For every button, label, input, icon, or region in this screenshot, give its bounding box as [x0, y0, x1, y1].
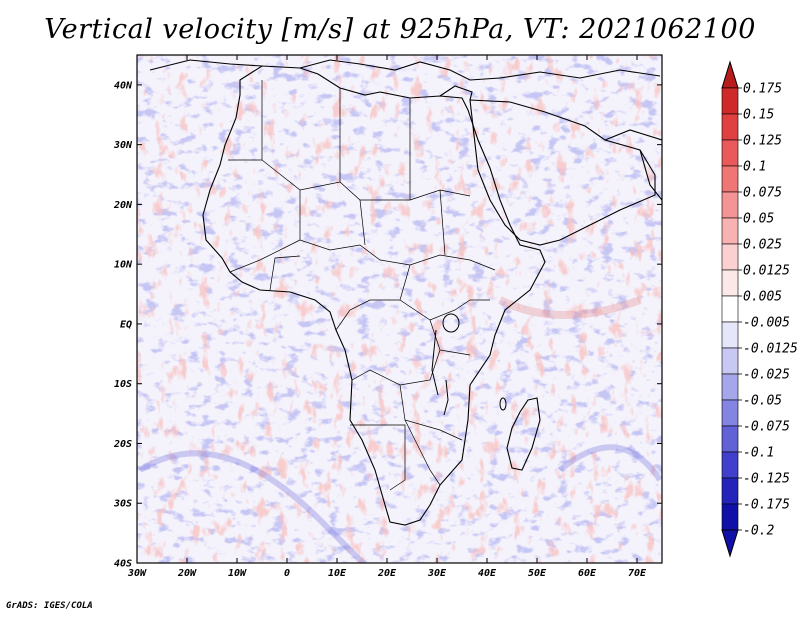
colorbar-bin [721, 451, 739, 479]
lon-label: 20W [177, 568, 197, 579]
colorbar-label: 0.175 [743, 82, 782, 97]
lat-label: 40S [114, 559, 132, 570]
lon-label: 30E [427, 568, 447, 579]
lon-label: 50E [528, 568, 547, 579]
lon-label: 60E [578, 568, 597, 579]
lakes [431, 313, 507, 416]
lat-label: 10N [114, 260, 133, 271]
coastlines [149, 59, 662, 526]
lon-label: 30W [127, 568, 147, 579]
axis-ticks [136, 55, 662, 564]
lon-label: 0 [284, 568, 290, 579]
colorbar-label: -0.025 [743, 368, 790, 383]
lat-label: EQ [120, 319, 132, 330]
colorbar-bin [721, 165, 739, 193]
colorbar-bin [721, 243, 739, 271]
colorbar-bin [721, 477, 739, 505]
colorbar-label: 0.075 [743, 186, 782, 201]
colorbar-bin [721, 347, 739, 375]
colorbar-label: -0.075 [743, 420, 790, 435]
lon-label: 10E [328, 568, 347, 579]
velocity-field [137, 55, 662, 563]
lon-label: 70E [628, 568, 647, 579]
page-title: Vertical velocity [m/s] at 925hPa, VT: 2… [44, 14, 756, 45]
colorbar-label: 0.05 [743, 212, 774, 227]
lon-label: 20E [377, 568, 397, 579]
longitude-labels: 30W 20W 10W 0 10E 20E 30E 40E 50E 60E 70E [127, 568, 647, 579]
colorbar-label: 0.025 [743, 238, 782, 253]
lat-label: 20S [113, 439, 132, 450]
country-borders [228, 80, 496, 491]
lat-label: 10S [114, 379, 132, 390]
colorbar: 0.175 0.15 0.125 0.1 0.075 0.05 0.025 0.0125 0.0… [721, 60, 798, 558]
colorbar-bin [721, 139, 739, 167]
colorbar-bin [721, 87, 739, 115]
colorbar-label: 0.1 [743, 160, 766, 175]
colorbar-bin [721, 321, 739, 349]
colorbar-bin [721, 399, 739, 427]
colorbar-label: -0.05 [743, 394, 782, 409]
colorbar-label: -0.125 [743, 472, 790, 487]
lon-label: 40E [478, 568, 497, 579]
lat-label: 30S [113, 499, 132, 510]
colorbar-bin [721, 503, 739, 531]
colorbar-label: -0.1 [743, 446, 774, 461]
africa-coastline [202, 65, 546, 526]
colorbar-bin [721, 269, 739, 297]
map-frame [136, 54, 663, 564]
colorbar-label: -0.005 [743, 316, 790, 331]
colorbar-bottom-arrow [721, 529, 739, 558]
latitude-labels: 40N 30N 20N 10N EQ 10S 20S 30S 40S [113, 80, 133, 569]
colorbar-label: -0.2 [743, 524, 774, 539]
colorbar-label: -0.175 [743, 498, 790, 513]
colorbar-label: 0.0125 [743, 264, 790, 279]
colorbar-bin [721, 113, 739, 141]
lat-label: 40N [114, 80, 133, 91]
colorbar-label: 0.005 [743, 290, 782, 305]
colorbar-bin [721, 217, 739, 245]
colorbar-bin [721, 373, 739, 401]
arabia-coastline [469, 99, 656, 246]
colorbar-bin [721, 425, 739, 453]
colorbar-label: -0.0125 [743, 342, 798, 357]
grads-credit: GrADS: IGES/COLA [6, 601, 93, 611]
lat-label: 30N [113, 140, 133, 151]
colorbar-bin [721, 191, 739, 219]
lat-label: 20N [113, 200, 133, 211]
madagascar-coastline [506, 397, 541, 471]
colorbar-label: 0.125 [743, 134, 782, 149]
colorbar-top-arrow [721, 60, 739, 89]
colorbar-bin [721, 295, 739, 323]
lon-label: 10W [228, 568, 247, 579]
colorbar-label: 0.15 [743, 108, 774, 123]
